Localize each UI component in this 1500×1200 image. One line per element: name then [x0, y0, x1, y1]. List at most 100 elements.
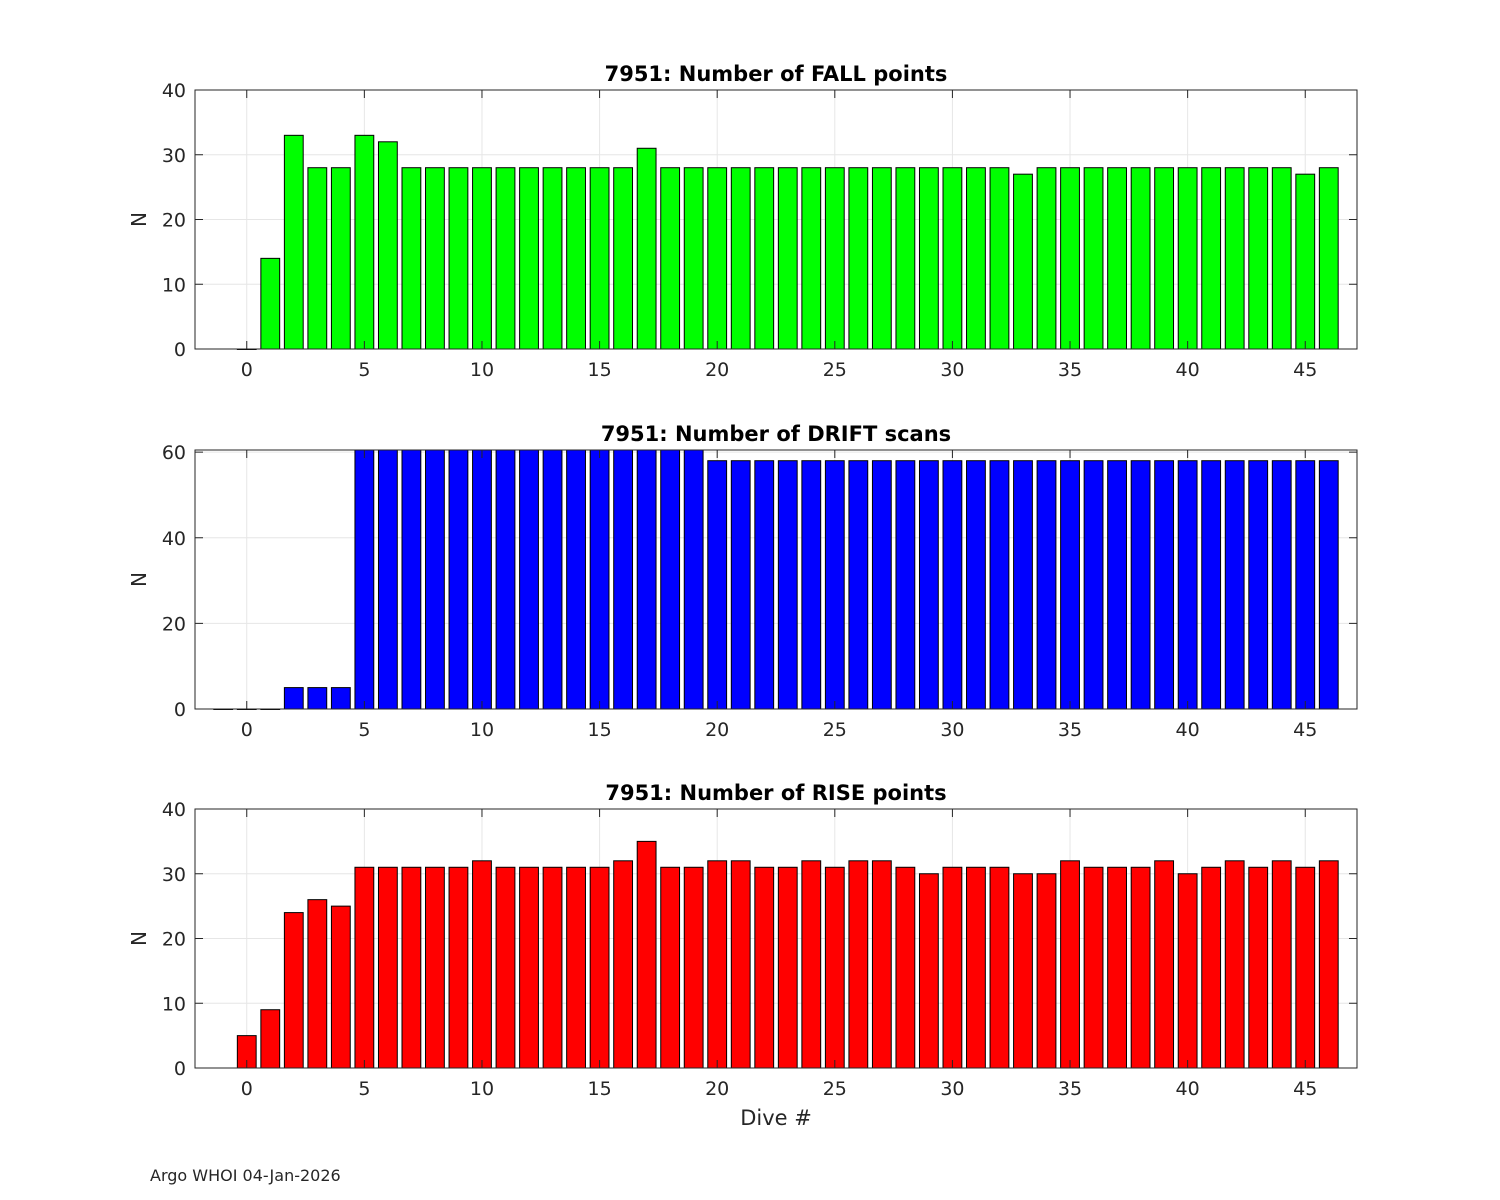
bar	[1060, 860, 1080, 1069]
x-tick-label: 5	[358, 1078, 370, 1100]
bar	[307, 167, 328, 350]
y-tick-label: 30	[162, 145, 186, 167]
bar	[848, 860, 869, 1069]
x-tick-label: 10	[470, 359, 494, 381]
x-tick-label: 25	[823, 1078, 847, 1100]
bar	[613, 860, 634, 1069]
x-tick-label: 0	[241, 719, 253, 741]
y-tick-label: 10	[162, 274, 186, 296]
bar	[660, 167, 681, 350]
bar	[1083, 167, 1104, 350]
bar	[989, 866, 1010, 1069]
y-tick-label: 10	[162, 993, 186, 1015]
bar	[330, 905, 351, 1069]
chart-title: 7951: Number of DRIFT scans	[601, 422, 951, 446]
bar	[1130, 866, 1151, 1069]
bar	[801, 860, 822, 1069]
x-tick-label: 30	[940, 1078, 964, 1100]
bar	[730, 460, 751, 710]
bar	[777, 460, 798, 710]
bar	[1201, 460, 1222, 710]
x-tick-label: 30	[940, 719, 964, 741]
bar	[660, 449, 681, 710]
bar	[472, 449, 492, 710]
x-tick-label: 20	[705, 719, 729, 741]
bar	[542, 167, 563, 350]
bar	[1107, 460, 1127, 710]
bar	[354, 449, 375, 710]
bar	[1083, 460, 1104, 710]
bar	[918, 167, 939, 350]
x-tick-label: 5	[358, 719, 370, 741]
bar	[425, 167, 445, 350]
bar	[1154, 167, 1175, 350]
y-tick-label: 20	[162, 613, 186, 635]
chart-title: 7951: Number of RISE points	[605, 781, 946, 805]
bar	[1060, 167, 1080, 350]
bar	[472, 167, 492, 350]
x-tick-label: 0	[241, 1078, 253, 1100]
bar	[495, 449, 516, 710]
bar	[801, 460, 822, 710]
x-tick-label: 45	[1293, 719, 1317, 741]
x-tick-label: 0	[241, 359, 253, 381]
x-tick-label: 15	[587, 719, 611, 741]
y-tick-label: 40	[162, 80, 186, 102]
bar	[401, 449, 422, 710]
bar	[330, 167, 351, 350]
bar	[895, 460, 916, 710]
bar	[542, 449, 563, 710]
bar	[1013, 173, 1033, 350]
x-tick-label: 15	[587, 359, 611, 381]
bar	[354, 134, 375, 350]
bar	[848, 167, 869, 350]
y-tick-label: 20	[162, 210, 186, 232]
bar	[448, 449, 469, 710]
x-tick-label: 25	[823, 359, 847, 381]
bar	[1248, 866, 1269, 1069]
bar	[707, 167, 728, 350]
bar	[519, 866, 539, 1069]
bar	[1201, 167, 1222, 350]
bar	[801, 167, 822, 350]
bar	[1318, 167, 1339, 350]
bar	[730, 167, 751, 350]
bar	[1248, 167, 1269, 350]
bar	[1060, 460, 1080, 710]
bar	[707, 460, 728, 710]
bar	[636, 840, 657, 1069]
y-axis-label: N	[127, 931, 151, 946]
bar	[848, 460, 869, 710]
y-tick-label: 0	[174, 699, 186, 721]
bar	[1177, 460, 1198, 710]
x-tick-label: 30	[940, 359, 964, 381]
y-tick-label: 40	[162, 528, 186, 550]
bar	[683, 866, 704, 1069]
bar	[377, 449, 398, 710]
bar	[260, 1009, 281, 1069]
bar	[918, 873, 939, 1069]
y-tick-label: 0	[174, 1058, 186, 1080]
bar	[307, 899, 328, 1069]
bar	[495, 167, 516, 350]
bar	[1036, 460, 1057, 710]
bar	[966, 167, 986, 350]
axes-box	[194, 449, 1358, 710]
bar	[425, 449, 445, 710]
bar	[589, 449, 610, 710]
bar	[1295, 866, 1316, 1069]
bar	[1013, 873, 1033, 1069]
bar	[754, 866, 775, 1069]
bar	[895, 167, 916, 350]
bar	[542, 866, 563, 1069]
bar	[495, 866, 516, 1069]
bar	[613, 449, 634, 710]
footer-label: Argo WHOI 04-Jan-2026	[150, 1166, 341, 1185]
bar	[589, 866, 610, 1069]
bar	[1318, 860, 1339, 1069]
y-tick-label: 40	[162, 799, 186, 821]
bar	[683, 167, 704, 350]
bar	[1154, 860, 1175, 1069]
y-axis-label: N	[127, 572, 151, 587]
